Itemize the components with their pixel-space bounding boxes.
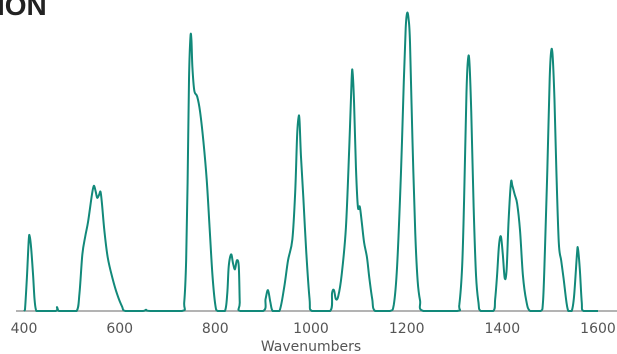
x-tick-label-1400: 1400	[484, 321, 520, 337]
x-tick-label-1200: 1200	[389, 321, 425, 337]
spectrum-line-1	[23, 11, 598, 312]
x-tick-label-600: 600	[106, 321, 133, 337]
x-tick-label-1600: 1600	[580, 321, 616, 337]
plot-area	[16, 11, 617, 312]
x-tick-label-400: 400	[11, 321, 38, 337]
x-tick-label-1000: 1000	[293, 321, 329, 337]
chart-title-fragment: ION	[0, 0, 47, 21]
x-axis-title: Wavenumbers	[261, 339, 361, 354]
x-tick-label-800: 800	[202, 321, 229, 337]
x-axis-ticks: 400 600 800 1000 1200 1400 1600	[11, 321, 616, 337]
